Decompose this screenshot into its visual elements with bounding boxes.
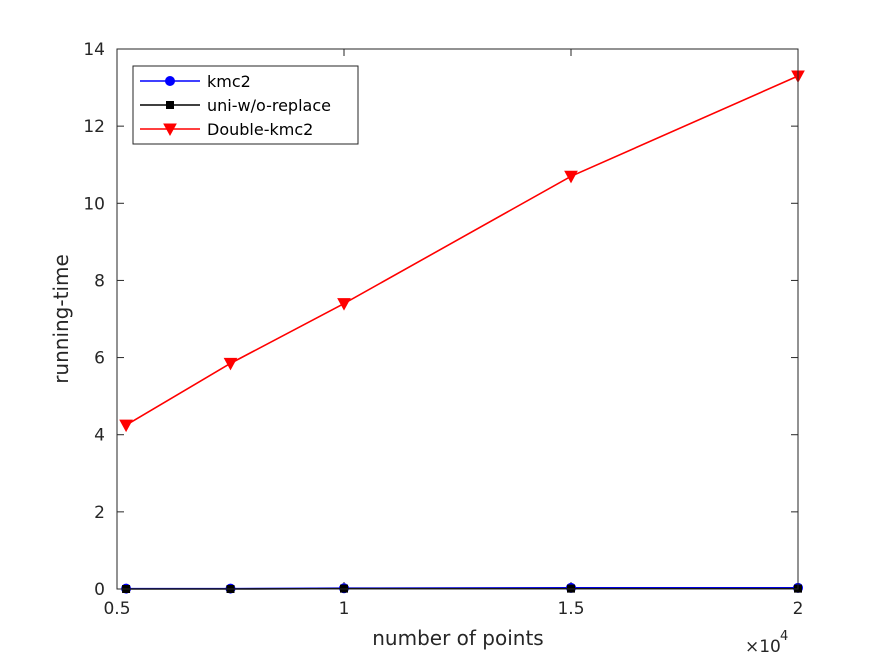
y-axis-label: running-time bbox=[49, 254, 73, 384]
legend-entry: uni-w/o-replace bbox=[140, 96, 331, 115]
legend-marker bbox=[163, 123, 177, 137]
legend: kmc2 uni-w/o-replace Double-kmc2 bbox=[132, 65, 359, 145]
y-tick-label: 6 bbox=[94, 349, 105, 369]
x-tick-label: 1 bbox=[339, 599, 350, 619]
x-multiplier-base: ×10 bbox=[745, 637, 781, 657]
y-tick-label: 14 bbox=[83, 40, 105, 60]
legend-entry: kmc2 bbox=[140, 72, 251, 91]
y-tick-label: 2 bbox=[94, 503, 105, 523]
legend-marker bbox=[166, 101, 174, 109]
data-point bbox=[223, 357, 238, 371]
data-point bbox=[119, 419, 133, 433]
x-tick-label: 1.5 bbox=[557, 599, 584, 619]
data-point bbox=[337, 298, 351, 311]
x-axis-multiplier: ×10 4 bbox=[745, 629, 788, 657]
x-axis-label: number of points bbox=[372, 626, 543, 650]
legend-marker bbox=[165, 76, 175, 86]
x-axis-ticks: 0.5 1 1.5 2 bbox=[103, 49, 803, 619]
legend-label: Double-kmc2 bbox=[207, 120, 313, 139]
data-point bbox=[564, 170, 578, 184]
x-tick-label: 2 bbox=[793, 599, 804, 619]
legend-entry: Double-kmc2 bbox=[140, 120, 313, 139]
y-tick-label: 8 bbox=[94, 271, 105, 291]
x-tick-label: 0.5 bbox=[103, 599, 130, 619]
plot-frame bbox=[116, 48, 799, 590]
y-tick-label: 0 bbox=[94, 580, 105, 600]
x-multiplier-exponent: 4 bbox=[780, 629, 788, 644]
legend-label: kmc2 bbox=[207, 72, 251, 91]
legend-label: uni-w/o-replace bbox=[207, 96, 331, 115]
y-tick-label: 10 bbox=[83, 194, 105, 214]
y-tick-label: 4 bbox=[94, 426, 105, 446]
y-tick-label: 12 bbox=[83, 117, 105, 137]
